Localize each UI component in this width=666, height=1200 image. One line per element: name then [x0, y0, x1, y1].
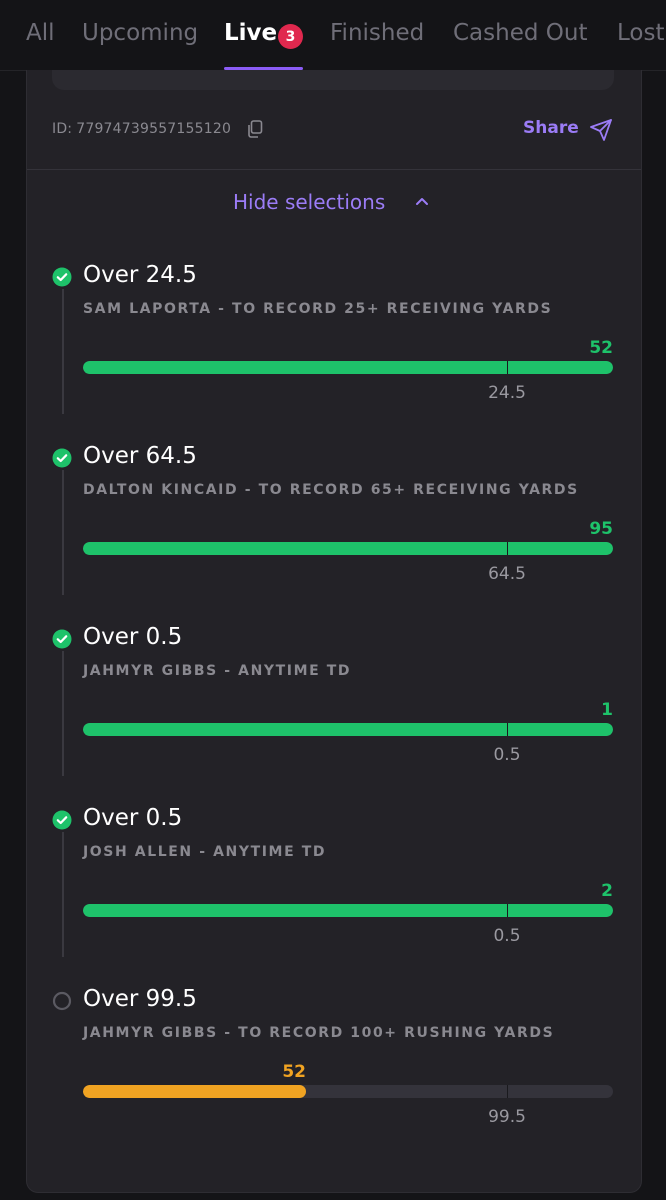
progress-bar-fill — [83, 723, 613, 736]
line-marker — [507, 542, 508, 555]
selection-market: DALTON KINCAID - TO RECORD 65+ RECEIVING… — [83, 482, 579, 498]
bet-id-label: ID: — [52, 121, 73, 137]
copy-icon[interactable] — [247, 120, 263, 138]
tab-finished[interactable]: Finished — [330, 20, 425, 46]
active-tab-indicator — [224, 67, 303, 70]
current-stat-value: 1 — [601, 700, 613, 720]
line-value: 24.5 — [488, 383, 526, 403]
tab-lost[interactable]: Lost — [617, 20, 665, 46]
selection-item: Over 0.5 JOSH ALLEN - ANYTIME TD 2 0.5 — [27, 613, 641, 957]
line-marker — [507, 361, 508, 374]
progress-bar — [83, 904, 613, 917]
selection-title: Over 64.5 — [83, 443, 197, 469]
timeline-connector — [62, 470, 64, 595]
current-stat-value: 52 — [282, 1062, 306, 1082]
selection-market: JOSH ALLEN - ANYTIME TD — [83, 844, 327, 860]
check-circle-icon — [52, 267, 72, 287]
timeline-connector — [62, 832, 64, 957]
bet-id: ID: 77974739557155120 — [52, 121, 231, 137]
selection-title: Over 99.5 — [83, 986, 197, 1012]
line-value: 0.5 — [493, 926, 521, 946]
progress-bar — [83, 542, 613, 555]
check-circle-icon — [52, 810, 72, 830]
selection-item: Over 0.5 JAHMYR GIBBS - ANYTIME TD 1 0.5 — [27, 432, 641, 776]
selection-title: Over 24.5 — [83, 262, 197, 288]
selection-market: JAHMYR GIBBS - ANYTIME TD — [83, 663, 352, 679]
progress-bar-fill — [83, 542, 613, 555]
progress-bar-fill — [83, 1085, 306, 1098]
selection-item: Over 99.5 JAHMYR GIBBS - TO RECORD 100+ R… — [27, 794, 641, 1127]
selection-title: Over 0.5 — [83, 805, 183, 831]
check-circle-icon — [52, 448, 72, 468]
check-circle-icon — [52, 629, 72, 649]
live-count-badge: 3 — [278, 24, 303, 49]
bet-status-tabs: All Upcoming Live 3 Finished Cashed Out … — [0, 0, 666, 71]
share-button[interactable]: Share — [523, 118, 579, 138]
progress-bar — [83, 361, 613, 374]
current-stat-value: 95 — [589, 519, 613, 539]
current-stat-value: 52 — [589, 338, 613, 358]
line-marker — [507, 1085, 508, 1098]
timeline-connector — [62, 289, 64, 414]
line-value: 64.5 — [488, 564, 526, 584]
chevron-up-icon[interactable] — [414, 194, 430, 210]
current-stat-value: 2 — [601, 881, 613, 901]
selection-title: Over 0.5 — [83, 624, 183, 650]
timeline-connector — [62, 651, 64, 776]
bet-card: ID: 77974739557155120 Share Hide selectio… — [26, 70, 642, 1193]
bet-id-value: 77974739557155120 — [76, 121, 232, 137]
line-value: 0.5 — [493, 745, 521, 765]
selection-market: JAHMYR GIBBS - TO RECORD 100+ RUSHING YA… — [83, 1025, 555, 1041]
progress-bar-fill — [83, 361, 613, 374]
selection-item: Over 64.5 DALTON KINCAID - TO RECORD 65+ … — [27, 251, 641, 595]
line-marker — [507, 723, 508, 736]
line-value: 99.5 — [488, 1107, 526, 1127]
hide-selections-button[interactable]: Hide selections — [233, 190, 386, 214]
line-marker — [507, 904, 508, 917]
divider — [27, 169, 641, 170]
bet-summary-box — [52, 70, 614, 90]
progress-bar — [83, 1085, 613, 1098]
progress-bar — [83, 723, 613, 736]
tab-live[interactable]: Live — [224, 20, 278, 46]
selection-item: Over 24.5 SAM LAPORTA - TO RECORD 25+ REC… — [27, 70, 641, 414]
tab-all[interactable]: All — [26, 20, 55, 46]
progress-bar-fill — [83, 904, 613, 917]
selection-market: SAM LAPORTA - TO RECORD 25+ RECEIVING YA… — [83, 301, 553, 317]
send-icon[interactable] — [589, 118, 613, 142]
pending-circle-icon — [52, 991, 72, 1011]
tab-upcoming[interactable]: Upcoming — [82, 20, 199, 46]
tab-cashed-out[interactable]: Cashed Out — [453, 20, 588, 46]
